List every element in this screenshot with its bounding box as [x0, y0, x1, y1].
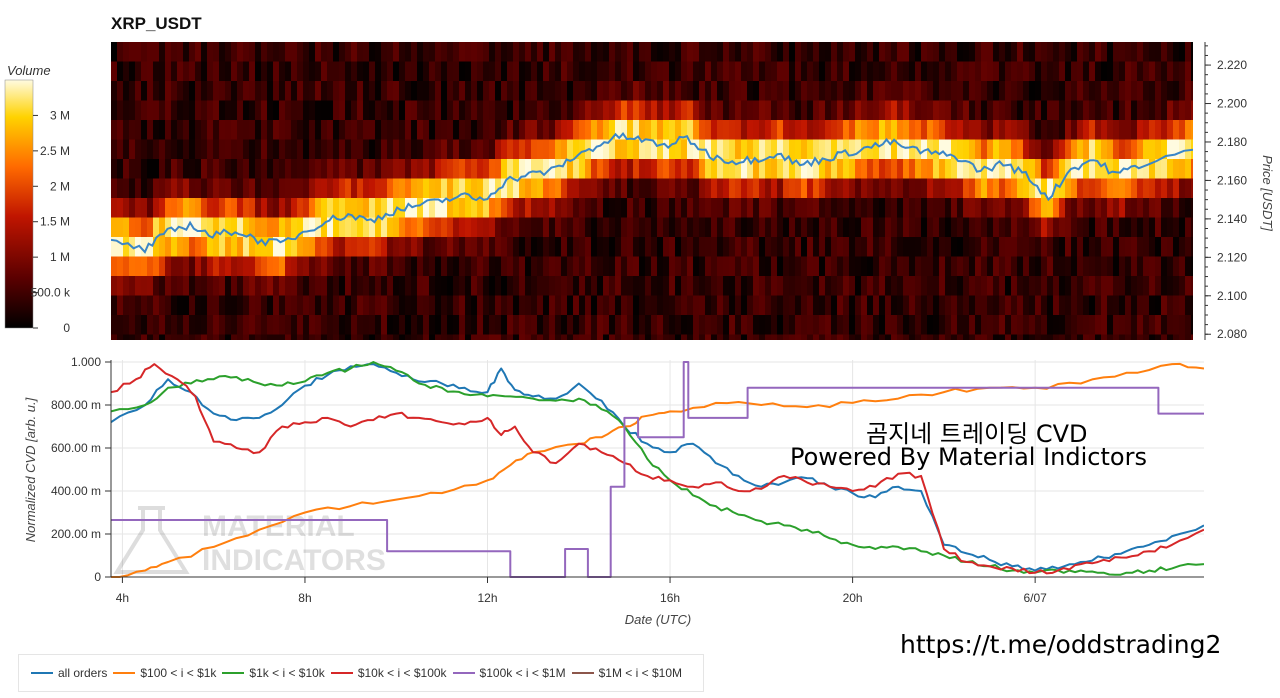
colorbar-tick-label: 2.5 M	[40, 144, 70, 158]
legend-label: $1k < i < $10k	[249, 666, 325, 680]
volume-colorbar: Volume 3 M 2.5 M 2 M 1.5 M 1 M 500.0 k 0	[4, 63, 71, 335]
series-line	[111, 363, 1204, 572]
legend-swatch	[222, 672, 245, 674]
legend-label: $1M < i < $10M	[598, 666, 682, 680]
legend-swatch	[31, 672, 53, 674]
legend: all orders $100 < i < $1k $1k < i < $10k $1…	[18, 654, 704, 692]
series-line	[111, 363, 1204, 575]
watermark-line2: INDICATORS	[202, 544, 386, 577]
cvd-lines	[111, 361, 1204, 578]
overlay-powered-by: Powered By Material Indictors	[790, 443, 1147, 471]
legend-item[interactable]: $1k < i < $10k	[222, 666, 325, 680]
legend-item[interactable]: all orders	[31, 666, 107, 680]
colorbar-tick-label: 3 M	[50, 108, 70, 122]
colorbar-tick-label: 0	[63, 321, 70, 335]
colorbar-tick-label: 2 M	[50, 179, 70, 193]
colorbar-tick-label: 500.0 k	[31, 286, 71, 300]
chart-title: XRP_USDT	[111, 14, 202, 33]
cvd-y-axis-label: Normalized CVD [arb. u.]	[23, 397, 38, 542]
watermark-line1: MATERIAL	[202, 510, 355, 543]
cvd-y-tick-label: 200.00 m	[51, 527, 101, 541]
cvd-x-tick-label: 8h	[298, 591, 311, 605]
legend-item[interactable]: $1M < i < $10M	[571, 666, 682, 680]
price-axis: 2.220 2.200 2.180 2.160 2.140 2.120 2.100 2.080…	[1204, 42, 1275, 341]
price-tick-label: 2.160	[1217, 173, 1247, 187]
cvd-x-tick-label: 6/07	[1023, 591, 1047, 605]
legend-swatch	[571, 672, 594, 674]
cvd-x-axis-label: Date (UTC)	[625, 612, 691, 627]
price-axis-label: Price [USDT]	[1260, 155, 1275, 231]
legend-label: $100k < i < $1M	[479, 666, 566, 680]
colorbar-label: Volume	[7, 63, 51, 78]
cvd-x-tick-label: 20h	[843, 591, 863, 605]
price-tick-label: 2.100	[1217, 289, 1247, 303]
heatmap	[111, 42, 1193, 340]
cvd-y-tick-label: 600.00 m	[51, 441, 101, 455]
price-tick-label: 2.180	[1217, 135, 1247, 149]
cvd-x-tick-label: 16h	[660, 591, 680, 605]
price-tick-label: 2.120	[1217, 250, 1247, 264]
flask-icon	[113, 506, 190, 574]
overlay-title: 곰지네 트레이딩 CVD	[866, 420, 1088, 448]
price-tick-label: 2.140	[1217, 212, 1247, 226]
legend-item[interactable]: $10k < i < $100k	[330, 666, 447, 680]
price-tick-label: 2.220	[1217, 58, 1247, 72]
legend-label: $10k < i < $100k	[357, 666, 447, 680]
legend-swatch	[452, 672, 475, 674]
cvd-y-tick-label: 0	[94, 570, 101, 584]
cvd-y-tick-label: 800.00 m	[51, 398, 101, 412]
legend-label: all orders	[58, 666, 108, 680]
price-tick-label: 2.080	[1217, 327, 1247, 341]
price-line	[111, 131, 1193, 254]
cvd-y-tick-label: 400.00 m	[51, 484, 101, 498]
legend-swatch	[330, 672, 353, 674]
colorbar-tick-label: 1 M	[50, 250, 70, 264]
legend-label: $100 < i < $1k	[140, 666, 217, 680]
legend-item[interactable]: $100k < i < $1M	[452, 666, 566, 680]
price-tick-label: 2.200	[1217, 97, 1247, 111]
cvd-x-tick-label: 4h	[116, 591, 129, 605]
overlay-url: https://t.me/oddstrading2	[900, 630, 1222, 659]
colorbar-tick-label: 1.5 M	[40, 215, 70, 229]
cvd-y-tick-label: 1.000	[71, 355, 101, 369]
cvd-x-tick-label: 12h	[477, 591, 497, 605]
series-line	[111, 361, 1204, 578]
price-overlay	[111, 131, 1193, 254]
legend-swatch	[113, 672, 136, 674]
legend-item[interactable]: $100 < i < $1k	[113, 666, 216, 680]
cvd-axes: 0 200.00 m 400.00 m 600.00 m 800.00 m 1.000 4h…	[23, 355, 1204, 627]
